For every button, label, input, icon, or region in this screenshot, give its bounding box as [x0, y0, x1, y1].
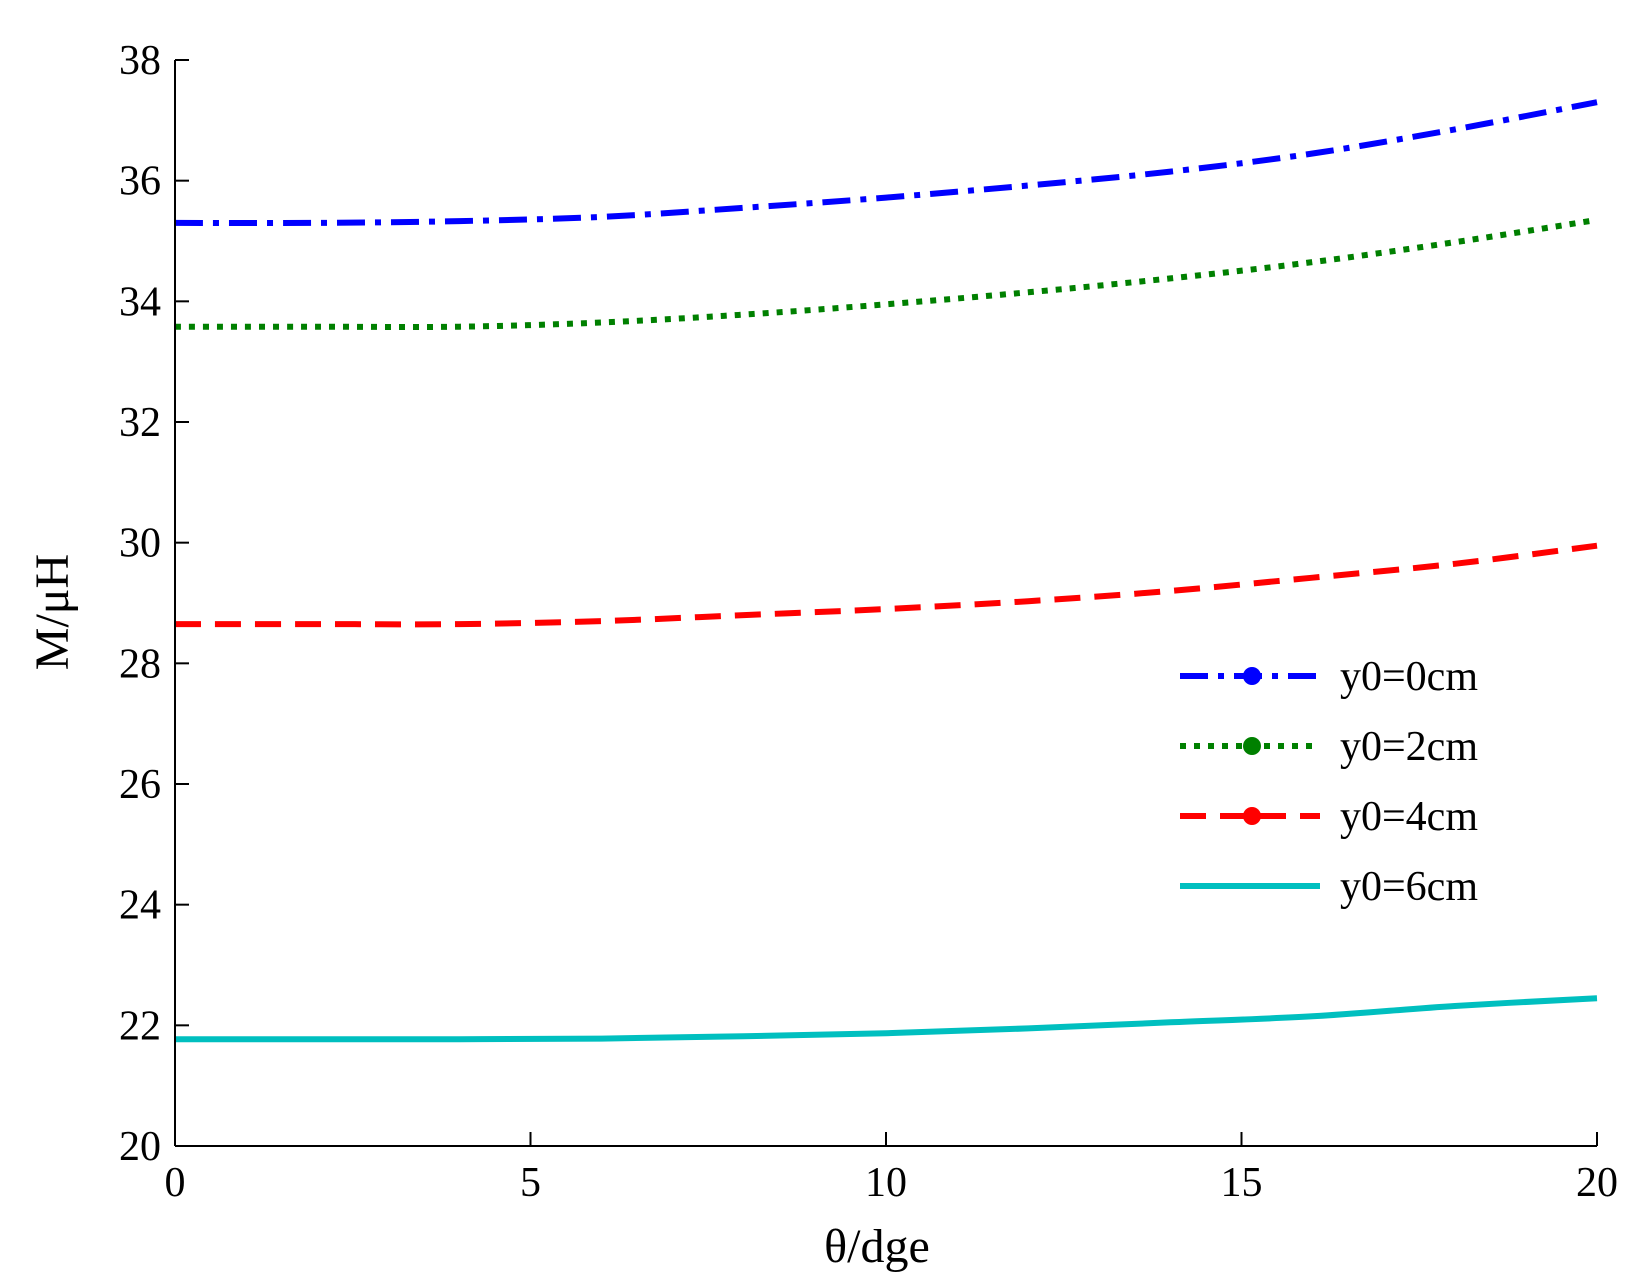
- legend-label-1: y0=0cm: [1340, 654, 1478, 700]
- y-tick-label: 30: [119, 521, 161, 567]
- x-tick-label: 10: [865, 1160, 907, 1206]
- y-tick-label: 36: [119, 159, 161, 205]
- y-tick-label: 22: [119, 1003, 161, 1049]
- y-tick-label: 38: [119, 38, 161, 84]
- series-line-4: [175, 995, 1598, 1043]
- x-tick-label: 5: [520, 1160, 541, 1206]
- legend-label-4: y0=6cm: [1340, 864, 1478, 910]
- y-tick-label: 32: [119, 400, 161, 446]
- x-tick-label: 0: [165, 1160, 186, 1206]
- x-tick-label: 15: [1221, 1160, 1263, 1206]
- x-axis-title: θ/dge: [824, 1220, 930, 1273]
- legend-marker-2: [1243, 737, 1261, 755]
- series-line-2: [175, 216, 1598, 331]
- y-tick-label: 24: [119, 883, 161, 929]
- legend: y0=0cm y0=2cm y0=4cm y0=6cm: [1180, 654, 1478, 910]
- legend-marker-3: [1243, 807, 1261, 825]
- legend-label-2: y0=2cm: [1340, 724, 1478, 770]
- series-line-1: [174, 99, 1598, 227]
- series-line-3: [174, 542, 1598, 628]
- legend-marker-1: [1243, 667, 1261, 685]
- y-tick-label: 26: [119, 762, 161, 808]
- y-tick-label: 20: [119, 1124, 161, 1170]
- x-tick-label: 20: [1576, 1160, 1618, 1206]
- y-axis-title: M/μH: [26, 554, 79, 670]
- y-tick-label: 34: [119, 279, 161, 325]
- legend-label-3: y0=4cm: [1340, 794, 1478, 840]
- y-tick-label: 28: [119, 641, 161, 687]
- plot-lines: [174, 99, 1598, 1043]
- ticks: 0 5 10 15 20 20 22 24 26 28 30 32 34 36 38: [119, 38, 1618, 1206]
